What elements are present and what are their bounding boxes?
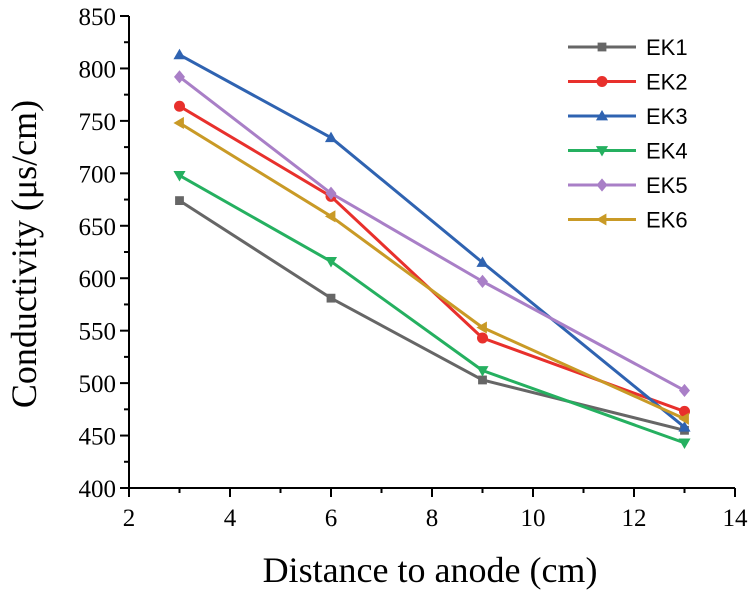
series-ek1 bbox=[175, 196, 689, 435]
data-point bbox=[175, 196, 184, 206]
legend-entry-ek3: EK3 bbox=[568, 104, 688, 129]
data-point bbox=[595, 109, 609, 121]
x-tick-label: 2 bbox=[123, 505, 136, 532]
legend-label: EK5 bbox=[646, 173, 688, 198]
x-tick-label: 14 bbox=[723, 505, 749, 532]
data-point bbox=[173, 116, 184, 130]
legend-label: EK1 bbox=[646, 35, 688, 60]
data-point bbox=[596, 178, 608, 192]
data-point bbox=[476, 321, 487, 334]
legend-entry-ek6: EK6 bbox=[568, 208, 688, 233]
series-ek5 bbox=[174, 70, 690, 398]
y-tick-label: 450 bbox=[79, 424, 117, 451]
y-axis-title: Conductivity (μs/cm) bbox=[4, 100, 44, 408]
x-tick-label: 8 bbox=[426, 505, 439, 532]
y-tick-label: 550 bbox=[79, 319, 117, 346]
series-ek3 bbox=[173, 48, 691, 432]
data-point bbox=[595, 146, 609, 157]
data-point bbox=[174, 100, 185, 112]
data-point bbox=[679, 383, 690, 398]
data-point bbox=[478, 375, 487, 385]
series-ek4 bbox=[173, 171, 691, 449]
data-point bbox=[326, 293, 336, 303]
legend-label: EK3 bbox=[646, 104, 688, 129]
x-tick-label: 4 bbox=[224, 505, 237, 532]
legend-label: EK4 bbox=[646, 139, 688, 164]
data-point bbox=[324, 210, 336, 223]
y-tick-label: 600 bbox=[79, 266, 117, 293]
series-ek6 bbox=[173, 116, 689, 425]
x-axis-title: Distance to anode (cm) bbox=[263, 550, 598, 590]
legend-label: EK2 bbox=[646, 70, 688, 95]
series-line bbox=[178, 53, 686, 429]
data-point bbox=[476, 366, 489, 377]
legend-entry-ek5: EK5 bbox=[568, 173, 688, 198]
x-tick-label: 6 bbox=[325, 505, 338, 532]
data-point bbox=[324, 257, 338, 268]
series-line bbox=[178, 121, 686, 421]
legend-label: EK6 bbox=[646, 208, 688, 233]
series-line bbox=[178, 75, 686, 392]
data-point bbox=[174, 70, 185, 84]
data-point bbox=[325, 186, 337, 200]
data-point bbox=[476, 256, 489, 267]
data-point bbox=[678, 438, 691, 449]
legend: EK1 EK2 EK3 EK4 EK5 EK6 bbox=[568, 35, 688, 233]
series-line bbox=[178, 199, 685, 432]
y-tick-label: 700 bbox=[79, 161, 117, 188]
data-point bbox=[595, 213, 607, 226]
data-point bbox=[678, 421, 691, 432]
axes: 2 4 6 8 10 12 14 400 450 500 550 600 650 700 750 800 850 bbox=[79, 4, 749, 532]
y-tick-label: 750 bbox=[79, 109, 117, 136]
data-point bbox=[596, 76, 608, 87]
legend-entry-ek2: EK2 bbox=[568, 70, 688, 95]
legend-entry-ek1: EK1 bbox=[568, 35, 688, 60]
data-point bbox=[597, 42, 607, 52]
series-line bbox=[178, 174, 686, 445]
data-point bbox=[477, 274, 488, 288]
x-tick-label: 12 bbox=[622, 505, 647, 532]
data-point bbox=[477, 332, 488, 344]
data-point bbox=[173, 48, 186, 60]
legend-entry-ek4: EK4 bbox=[568, 139, 688, 164]
data-point bbox=[324, 131, 338, 143]
y-tick-label: 850 bbox=[79, 4, 117, 31]
x-tick-label: 10 bbox=[521, 505, 546, 532]
data-point bbox=[173, 171, 186, 182]
y-tick-label: 500 bbox=[79, 371, 117, 398]
series-lines bbox=[173, 48, 691, 449]
data-point bbox=[678, 412, 689, 425]
y-tick-label: 650 bbox=[79, 214, 117, 241]
y-tick-label: 800 bbox=[79, 56, 117, 83]
y-tick-label: 400 bbox=[79, 476, 117, 503]
